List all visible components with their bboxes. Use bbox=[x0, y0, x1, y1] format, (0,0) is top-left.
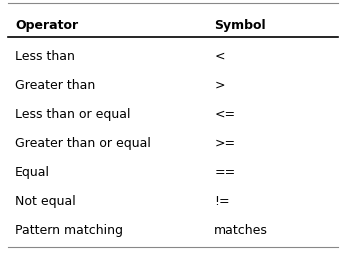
Text: Pattern matching: Pattern matching bbox=[15, 224, 123, 237]
Text: Operator: Operator bbox=[15, 19, 78, 32]
Text: Equal: Equal bbox=[15, 166, 50, 179]
Text: Less than or equal: Less than or equal bbox=[15, 108, 131, 121]
Text: >: > bbox=[214, 79, 225, 92]
Text: Symbol: Symbol bbox=[214, 19, 266, 32]
Text: Greater than or equal: Greater than or equal bbox=[15, 137, 151, 150]
Text: Not equal: Not equal bbox=[15, 195, 76, 208]
Text: ==: == bbox=[214, 166, 235, 179]
Text: Greater than: Greater than bbox=[15, 79, 95, 92]
Text: matches: matches bbox=[214, 224, 268, 237]
Text: >=: >= bbox=[214, 137, 235, 150]
Text: <=: <= bbox=[214, 108, 235, 121]
Text: Less than: Less than bbox=[15, 49, 75, 62]
Text: !=: != bbox=[214, 195, 230, 208]
Text: <: < bbox=[214, 49, 225, 62]
